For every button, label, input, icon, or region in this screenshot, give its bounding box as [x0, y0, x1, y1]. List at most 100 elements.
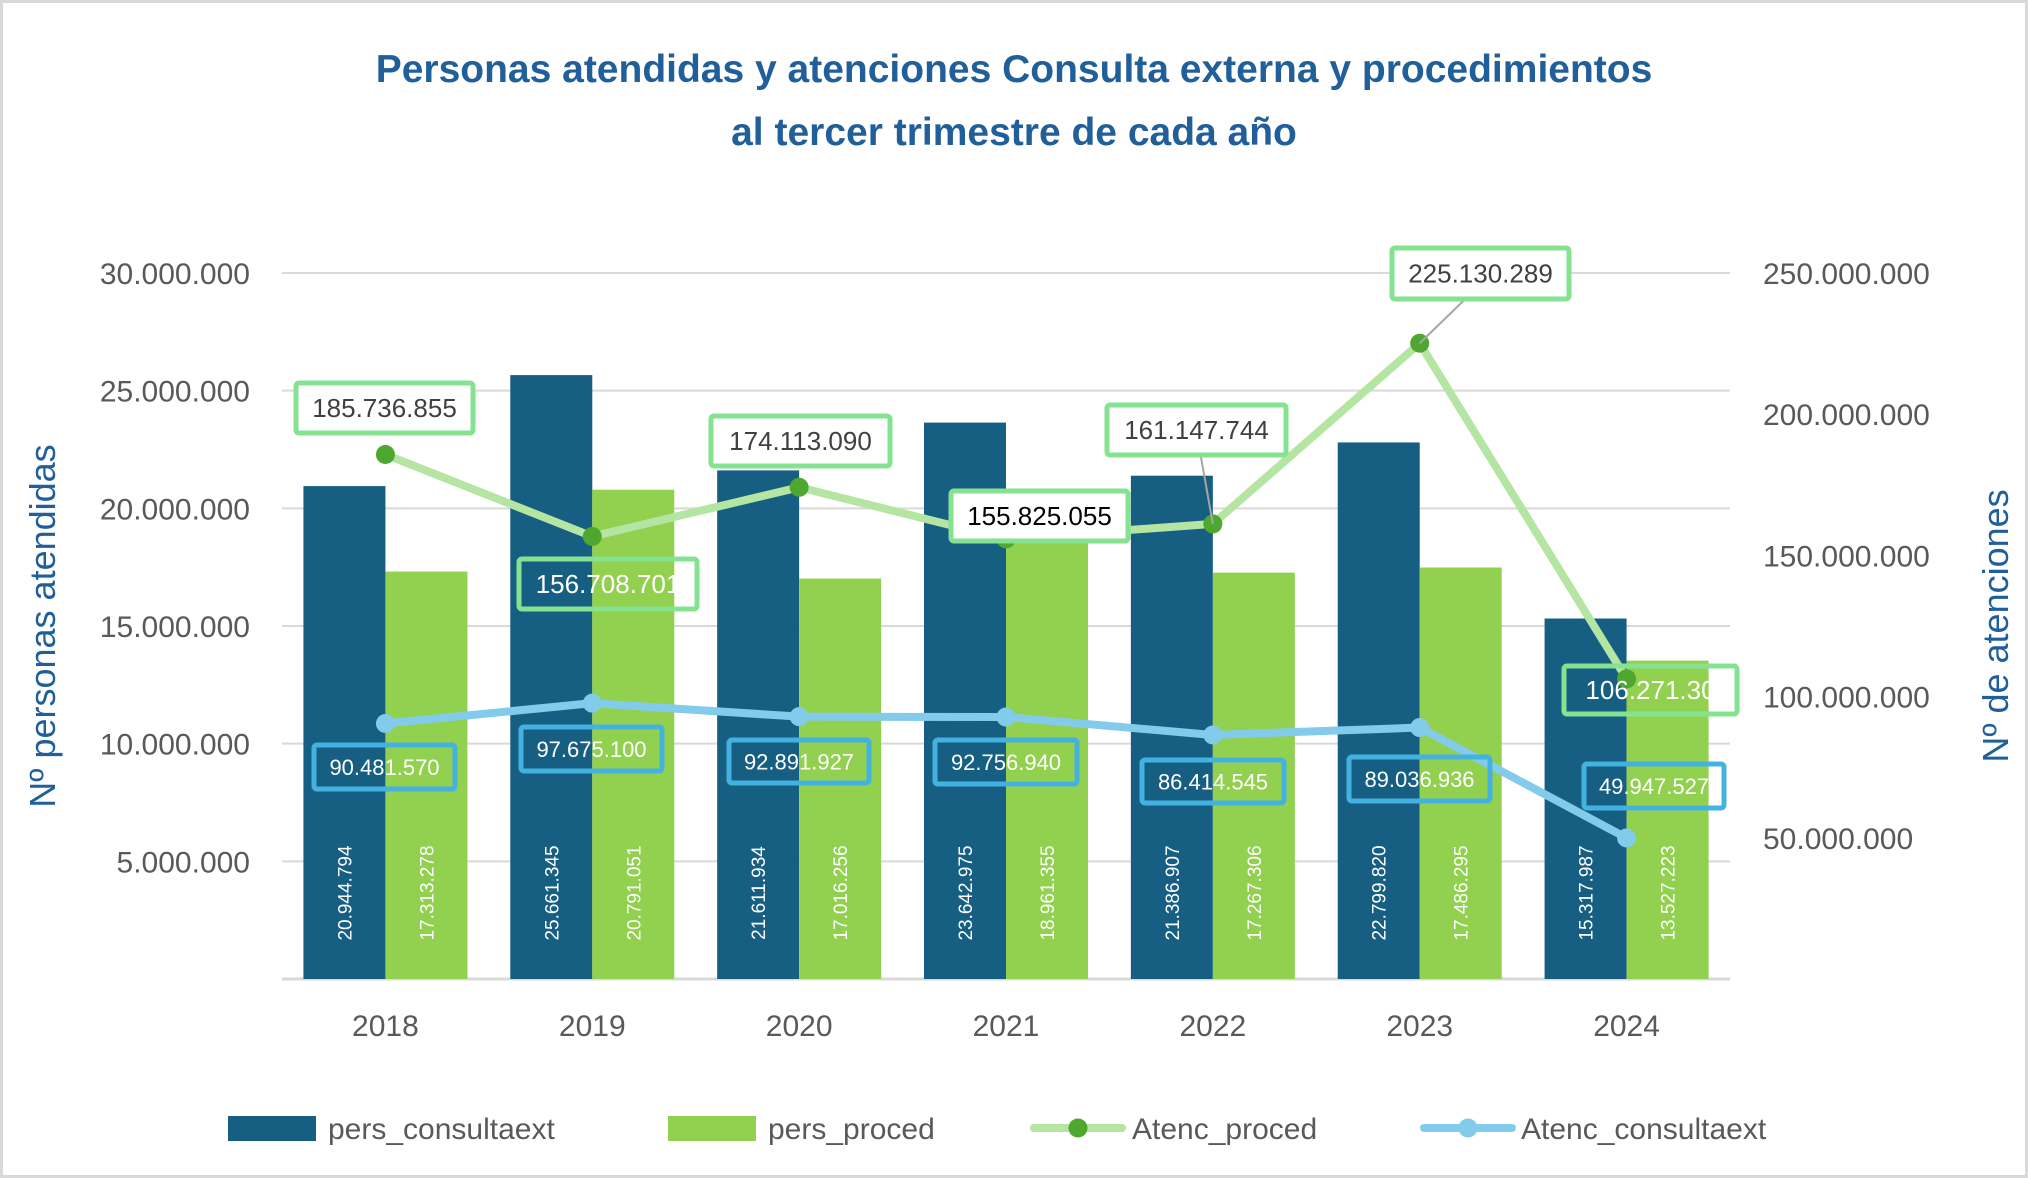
bar-data-label: 23.642.975 — [956, 845, 977, 940]
x-tick-label: 2019 — [559, 1010, 626, 1043]
data-label-text: 89.036.936 — [1364, 767, 1474, 792]
data-label-text: 90.481.570 — [329, 755, 439, 780]
data-label-text: 174.113.090 — [729, 426, 872, 456]
marker-Atenc_consultaext — [1203, 725, 1223, 745]
bar-pers_consultaext-2020 — [717, 470, 800, 979]
bar-data-label: 17.016.256 — [831, 845, 852, 940]
legend-item-pers_proced: pers_proced — [668, 1113, 935, 1146]
marker-Atenc_consultaext — [375, 713, 395, 733]
x-tick-label: 2018 — [352, 1010, 419, 1043]
right-tick-label: 150.000.000 — [1763, 540, 1930, 573]
legend-item-pers_consultaext: pers_consultaext — [228, 1113, 555, 1146]
right-tick-label: 50.000.000 — [1763, 823, 1913, 856]
x-tick-label: 2020 — [766, 1010, 833, 1043]
right-tick-label: 100.000.000 — [1763, 682, 1930, 715]
legend-label: pers_consultaext — [328, 1113, 555, 1146]
right-tick-label: 200.000.000 — [1763, 399, 1930, 432]
left-axis-ticks: 5.000.000 10.000.000 15.000.000 20.000.000 2… — [100, 258, 250, 879]
data-label-text: 106.271.30 — [1585, 675, 1715, 705]
data-label-text: 155.825.055 — [967, 501, 1112, 531]
legend-marker-Atenc_proced — [1068, 1118, 1088, 1138]
x-tick-label: 2022 — [1179, 1010, 1246, 1043]
marker-Atenc_consultaext — [1617, 828, 1637, 848]
bar-data-label: 21.386.907 — [1163, 845, 1184, 940]
data-label-box — [932, 737, 1080, 787]
bar-pers_proced-2022 — [1212, 572, 1295, 979]
bar-pers_consultaext-2018 — [303, 486, 386, 979]
x-axis-ticks: 2018 2019 2020 2021 2022 2023 2024 — [352, 1010, 1660, 1043]
bar-data-label: 17.267.306 — [1245, 845, 1266, 940]
legend-item-Atenc_consultaext: Atenc_consultaext — [1420, 1113, 1767, 1146]
data-label-box — [1346, 754, 1493, 804]
legend-marker-Atenc_consultaext — [1458, 1118, 1478, 1138]
marker-Atenc_consultaext — [996, 707, 1016, 727]
left-tick-label: 10.000.000 — [100, 729, 250, 762]
right-axis-title: Nº de atenciones — [1975, 489, 2016, 762]
data-label-box — [708, 413, 893, 469]
data-label-box — [726, 737, 872, 786]
data-label-box — [1561, 663, 1740, 717]
data-label-text: 86.414.545 — [1158, 770, 1268, 795]
leader-line — [1419, 298, 1466, 344]
marker-Atenc_proced — [582, 526, 602, 546]
data-label-box — [516, 556, 700, 612]
bar-data-label: 17.313.278 — [417, 845, 438, 940]
data-label-text: 156.708.701 — [536, 569, 681, 599]
x-tick-label: 2021 — [973, 1010, 1040, 1043]
data-label-box — [293, 380, 476, 436]
bar-data-label: 20.791.051 — [624, 845, 645, 940]
bar-data-label: 21.611.934 — [749, 846, 770, 940]
data-label-text: 161.147.744 — [1124, 415, 1269, 445]
data-label-text: 49.947.527 — [1599, 774, 1709, 799]
chart-title-line-1: Personas atendidas y atenciones Consulta… — [376, 48, 1653, 91]
legend-label: Atenc_proced — [1132, 1113, 1317, 1146]
line-data-labels: 185.736.855 156.708.701 174.113.090 155.825… — [293, 245, 1740, 811]
data-label-box — [1104, 402, 1289, 458]
left-tick-label: 25.000.000 — [100, 376, 250, 409]
marker-Atenc_consultaext — [1410, 718, 1430, 738]
data-label-box — [1139, 757, 1287, 806]
bar-data-label: 15.317.987 — [1577, 845, 1598, 940]
x-tick-label: 2023 — [1386, 1010, 1453, 1043]
bar-data-label: 13.527.223 — [1659, 845, 1680, 940]
left-axis-title: Nº personas atendidas — [22, 444, 63, 807]
legend-swatch-pers_consultaext — [228, 1116, 316, 1141]
chart-title-line-2: al tercer trimestre de cada año — [731, 111, 1297, 154]
leader-line — [1199, 454, 1214, 525]
legend-label: Atenc_consultaext — [1521, 1113, 1767, 1146]
left-tick-label: 15.000.000 — [100, 611, 250, 644]
legend-item-Atenc_proced: Atenc_proced — [1030, 1113, 1317, 1146]
left-tick-label: 5.000.000 — [117, 846, 250, 879]
data-label-text: 92.756.940 — [951, 750, 1061, 775]
data-label-text: 185.736.855 — [312, 393, 457, 423]
chart-title: Personas atendidas y atenciones Consulta… — [376, 48, 1653, 154]
bar-data-labels: 20.944.794 25.661.345 21.611.934 23.642.975… — [335, 845, 1679, 941]
legend-swatch-pers_proced — [668, 1116, 756, 1141]
legend: pers_consultaext pers_proced Atenc_proced A… — [228, 1113, 1767, 1146]
data-label-text: 225.130.289 — [1408, 259, 1553, 289]
right-axis-ticks: 50.000.000 100.000.000 150.000.000 200.000.… — [1763, 258, 1930, 856]
data-label-box — [1389, 245, 1572, 302]
bar-data-label: 17.486.295 — [1452, 845, 1473, 940]
left-tick-label: 20.000.000 — [100, 493, 250, 526]
marker-Atenc_proced — [375, 444, 395, 464]
marker-Atenc_consultaext — [789, 707, 809, 727]
data-label-text: 97.675.100 — [536, 737, 646, 762]
marker-Atenc_proced — [789, 477, 809, 497]
data-label-box — [518, 724, 665, 774]
left-tick-label: 30.000.000 — [100, 258, 250, 291]
bar-pers_consultaext-2023 — [1337, 442, 1420, 980]
data-label-box — [948, 488, 1131, 544]
legend-label: pers_proced — [768, 1113, 935, 1146]
x-tick-label: 2024 — [1593, 1010, 1660, 1043]
bar-pers_proced-2021 — [1006, 532, 1088, 979]
right-tick-label: 250.000.000 — [1763, 258, 1930, 291]
bar-data-label: 20.944.794 — [335, 845, 356, 941]
marker-Atenc_proced — [1617, 669, 1637, 689]
bar-data-label: 18.961.355 — [1038, 845, 1059, 940]
data-label-box — [1581, 761, 1727, 811]
bar-data-label: 22.799.820 — [1370, 845, 1391, 940]
data-label-box — [311, 742, 458, 792]
data-label-text: 92.891.927 — [744, 750, 854, 775]
